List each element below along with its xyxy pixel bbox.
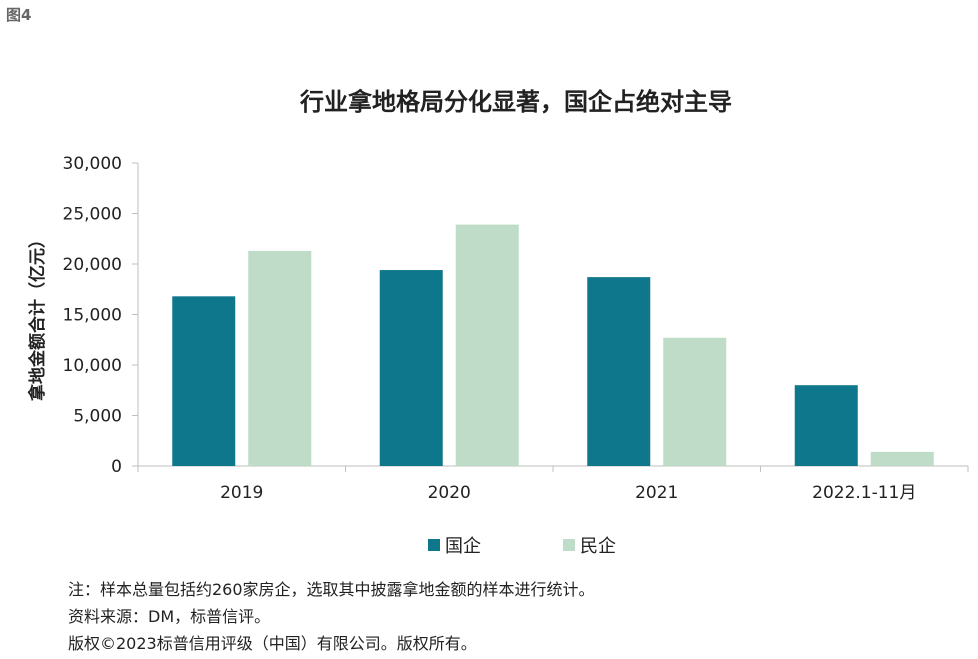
- note-copyright: 版权©2023标普信用评级（中国）有限公司。版权所有。: [68, 634, 477, 653]
- figure-label: 图4: [6, 6, 32, 24]
- legend-label-private: 民企: [580, 536, 616, 557]
- x-tick-label: 2019: [220, 483, 263, 503]
- y-tick-label: 20,000: [63, 255, 122, 275]
- note-source: 资料来源：DM，标普信评。: [68, 607, 271, 626]
- y-tick-label: 0: [111, 457, 122, 477]
- y-tick-label: 25,000: [63, 205, 122, 225]
- bar-chart: 行业拿地格局分化显著，国企占绝对主导 拿地金额合计（亿元） 0 5,000 10,0…: [27, 88, 969, 557]
- x-tick-label: 2022.1-11月: [812, 483, 916, 503]
- y-tick-label: 15,000: [63, 306, 122, 326]
- y-axis-label: 拿地金额合计（亿元）: [27, 231, 48, 402]
- bar-soe: 国企 2022.1-11月: 8000: [794, 385, 858, 466]
- legend-label-soe: 国企: [445, 536, 481, 557]
- legend-swatch-soe: [428, 539, 440, 551]
- bar-soe: 国企 2020: 19400: [379, 270, 443, 466]
- bar-private: 民企 2021: 12700: [663, 337, 727, 466]
- bars: 国企 2019: 16800 国企 2020: 19400 国企 2021: 187…: [172, 224, 934, 466]
- notes: 注：样本总量包括约260家房企，选取其中披露拿地金额的样本进行统计。 资料来源：…: [68, 576, 595, 657]
- bar-private: 民企 2022.1-11月: 1400: [870, 451, 934, 466]
- x-axis: 2019 2020 2021 2022.1-11月: [137, 465, 969, 503]
- y-tick-label: 10,000: [63, 356, 122, 376]
- x-tick-label: 2021: [635, 483, 678, 503]
- bar-soe: 国企 2021: 18700: [587, 277, 651, 466]
- x-tick-label: 2020: [428, 483, 471, 503]
- legend-swatch-private: [563, 539, 575, 551]
- y-tick-label: 30,000: [63, 154, 122, 174]
- y-tick-label: 5,000: [73, 407, 122, 427]
- bar-soe: 国企 2019: 16800: [172, 296, 236, 466]
- legend: 国企 民企: [428, 536, 616, 557]
- chart-title: 行业拿地格局分化显著，国企占绝对主导: [299, 88, 732, 116]
- y-axis: 0 5,000 10,000 15,000 20,000 25,000 30,000: [63, 154, 139, 477]
- bar-private: 民企 2020: 23900: [455, 224, 519, 466]
- note-sample: 注：样本总量包括约260家房企，选取其中披露拿地金额的样本进行统计。: [68, 580, 595, 599]
- bar-private: 民企 2019: 21300: [248, 250, 312, 466]
